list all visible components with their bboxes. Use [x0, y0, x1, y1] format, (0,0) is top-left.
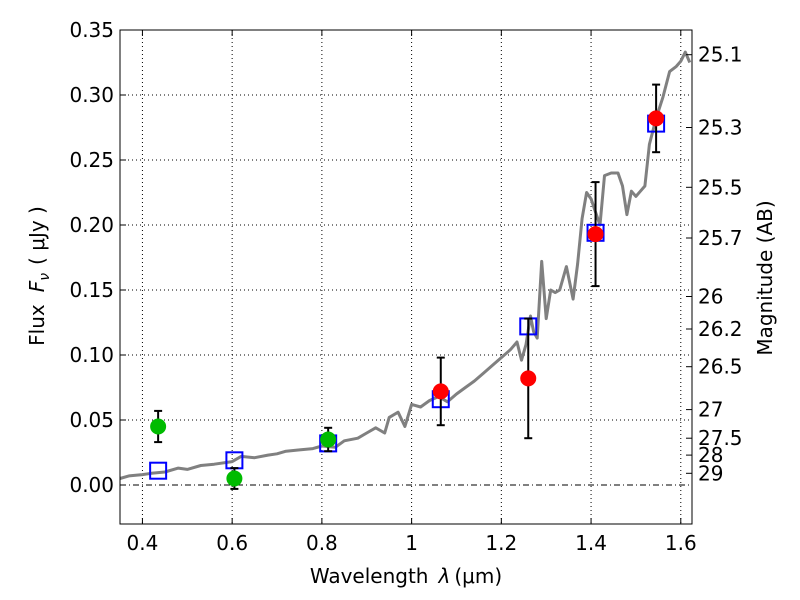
y2-tick-label: 25.5 [698, 175, 743, 199]
y-tick-label: 0.35 [69, 18, 114, 42]
x-tick-label: 0.4 [127, 531, 159, 555]
red-data-point [648, 110, 665, 127]
red-data-point [432, 383, 449, 400]
spectrum-line [119, 50, 692, 480]
green-data-point [150, 418, 167, 435]
x-tick-label: 1.4 [575, 531, 607, 555]
x-axis-label-unit: (μm) [454, 564, 502, 588]
x-tick-label: 0.8 [306, 531, 338, 555]
y-tick-label: 0.30 [69, 83, 114, 107]
y-tick-label: 0.20 [69, 213, 114, 237]
x-tick-label: 1.2 [485, 531, 517, 555]
y2-tick-label: 27.5 [698, 426, 743, 450]
y-tick-label: 0.15 [69, 278, 114, 302]
model-square-marker [149, 461, 168, 480]
marker-layer [149, 83, 666, 490]
y-tick-label: 0.00 [69, 473, 114, 497]
grid-layer [120, 29, 692, 524]
y-tick-label: 0.25 [69, 148, 114, 172]
red-data-point [520, 370, 537, 387]
y-axis-label-unit: ( μJy ) [25, 206, 49, 265]
y-axis-label-symbol-sub: ν [37, 273, 53, 281]
plot-frame [119, 29, 693, 525]
y2-tick-label: 25.7 [698, 226, 743, 250]
green-data-point [320, 431, 337, 448]
y2-tick-label: 27 [698, 398, 723, 422]
y2-tick-label: 25.1 [698, 43, 743, 67]
x-axis-label-prefix: Wavelength [310, 564, 429, 588]
y2-tick-label: 28 [698, 443, 723, 467]
tick-layer: 0.4 0.6 0.8 1 1.2 1.4 1.6 0.00 0.05 0.10 0.15 0.20 0… [69, 18, 742, 555]
y2-tick-label: 26.5 [698, 355, 743, 379]
x-axis-label: Wavelength λ (μm) [310, 564, 502, 588]
x-tick-label: 0.6 [216, 531, 248, 555]
y2-tick-label: 26.2 [698, 317, 743, 341]
y-tick-label: 0.10 [69, 343, 114, 367]
x-tick-label: 1.6 [665, 531, 697, 555]
green-data-point [226, 470, 243, 487]
y2-tick-label: 26 [698, 285, 723, 309]
x-axis-label-symbol: λ [438, 564, 451, 588]
y-axis-label-prefix: Flux [25, 304, 49, 346]
y2-axis-label: Magnitude (AB) [753, 200, 777, 355]
x-tick-label: 1 [405, 531, 418, 555]
y-axis-label-symbol: F [25, 280, 49, 292]
y-axis-label: Flux Fν ( μJy ) [25, 206, 53, 346]
spectrum-layer [119, 50, 692, 480]
red-data-point [587, 226, 604, 243]
y2-tick-label: 25.3 [698, 116, 743, 140]
y-tick-label: 0.05 [69, 408, 114, 432]
y2-tick-label: 29 [698, 461, 723, 485]
